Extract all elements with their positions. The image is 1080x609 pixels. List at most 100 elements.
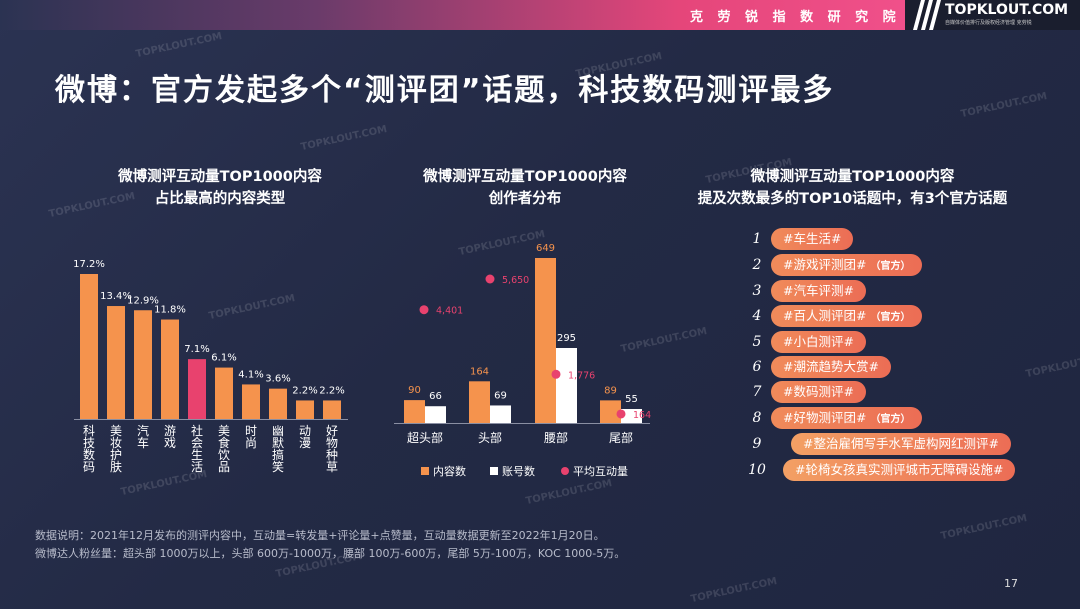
category-label: 护 bbox=[110, 448, 122, 462]
org-name: 克 劳 锐 指 数 研 究 院 bbox=[690, 10, 901, 25]
category-label: 时 bbox=[245, 424, 257, 438]
category-label: 车 bbox=[137, 435, 149, 450]
category-label: 种 bbox=[326, 448, 338, 462]
category-label: 美 bbox=[110, 424, 122, 438]
category-label: 好 bbox=[326, 424, 338, 438]
note-line2: 微博达人粉丝量：超头部 1000万以上，头部 600万-1000万，腰部 100… bbox=[35, 547, 626, 560]
topic-text: #轮椅女孩真实测评城市无障碍设施# bbox=[795, 462, 1004, 477]
topic-pill: #轮椅女孩真实测评城市无障碍设施# bbox=[783, 459, 1016, 481]
category-label: 汽 bbox=[137, 423, 149, 438]
bar-value-label: 4.1% bbox=[238, 369, 263, 380]
bar-value-label: 11.8% bbox=[154, 305, 186, 316]
bar-value-label: 3.6% bbox=[265, 374, 290, 385]
topic-text: #数码测评# bbox=[783, 384, 854, 399]
bar bbox=[215, 367, 233, 419]
topic-pill: #游戏评测团# （官方） bbox=[771, 254, 923, 276]
chart2-title-line2: 创作者分布 bbox=[488, 191, 562, 207]
bar-value-label: 6.1% bbox=[211, 353, 236, 364]
chart2-title: 微博测评互动量TOP1000内容 创作者分布 bbox=[395, 166, 655, 210]
topic-rank: 6 bbox=[752, 359, 762, 375]
topic-text: #小白测评# bbox=[783, 334, 854, 349]
topic-rank: 2 bbox=[752, 257, 762, 273]
logo-brand: 克劳锐 bbox=[1016, 20, 1032, 26]
category-label: 美 bbox=[218, 424, 230, 438]
category-label: 饮 bbox=[218, 448, 230, 462]
topic-rank: 5 bbox=[752, 334, 762, 350]
category-label: 科 bbox=[83, 424, 95, 438]
topic-rank: 4 bbox=[752, 308, 762, 324]
top-banner: 克 劳 锐 指 数 研 究 院 TOPKLOUT.COM 自媒体价值排行及版权经… bbox=[0, 0, 1080, 30]
page-title: 微博：官方发起多个“测评团”话题，科技数码测评最多 bbox=[55, 73, 835, 108]
chart1-title: 微博测评互动量TOP1000内容 占比最高的内容类型 bbox=[100, 166, 340, 210]
logo-stripes-icon bbox=[913, 0, 941, 30]
category-label: 草 bbox=[326, 460, 338, 474]
topic-rank: 10 bbox=[748, 462, 766, 478]
page-number: 17 bbox=[1004, 577, 1018, 590]
category-label: 妆 bbox=[110, 436, 122, 450]
topic-pill: #百人测评团# （官方） bbox=[771, 305, 923, 327]
topic-pill: #潮流趋势大赏# bbox=[771, 356, 891, 378]
topic-pill: #整治雇佣写手水军虚构网红测评# bbox=[791, 433, 1011, 455]
category-label: 搞 bbox=[272, 447, 284, 462]
topic-text: #游戏评测团# bbox=[783, 257, 867, 272]
bar-value-label: 12.9% bbox=[127, 295, 159, 306]
logo-tagline: 自媒体价值排行及版权经济管理 bbox=[945, 20, 1016, 26]
official-tag: （官方） bbox=[870, 414, 911, 425]
data-notes: 数据说明：2021年12月发布的测评内容中，互动量=转发量+评论量+点赞量，互动… bbox=[35, 527, 625, 563]
chart3-title: 微博测评互动量TOP1000内容 提及次数最多的TOP10话题中，有3个官方话题 bbox=[680, 166, 1025, 210]
logo-text: TOPKLOUT.COM bbox=[945, 2, 1069, 18]
topic-rank: 8 bbox=[752, 410, 762, 426]
bar bbox=[80, 274, 98, 419]
bar bbox=[161, 319, 179, 419]
category-label: 戏 bbox=[164, 436, 176, 450]
topic-text: #百人测评团# bbox=[783, 308, 867, 323]
topic-text: #好物测评团# bbox=[783, 410, 867, 425]
chart3-title-line2: 提及次数最多的TOP10话题中，有3个官方话题 bbox=[697, 191, 1008, 207]
topic-text: #汽车评测# bbox=[783, 283, 854, 298]
bar bbox=[296, 400, 314, 419]
category-label: 漫 bbox=[299, 436, 311, 450]
category-label: 物 bbox=[326, 436, 338, 450]
category-label: 数 bbox=[83, 447, 95, 462]
category-label: 幽 bbox=[272, 424, 284, 438]
topic-pill: #数码测评# bbox=[771, 381, 866, 403]
logo-subtext: 自媒体价值排行及版权经济管理 克劳锐 bbox=[945, 19, 1032, 26]
bar-value-label: 17.2% bbox=[73, 259, 105, 270]
topic-rank: 7 bbox=[752, 384, 762, 400]
topic-pill: #汽车评测# bbox=[771, 280, 866, 302]
category-label: 活 bbox=[191, 460, 203, 474]
category-label: 游 bbox=[164, 424, 176, 438]
category-label: 默 bbox=[272, 435, 284, 450]
chart1-title-line1: 微博测评互动量TOP1000内容 bbox=[118, 169, 322, 185]
chart2-title-line1: 微博测评互动量TOP1000内容 bbox=[423, 169, 627, 185]
topic-text: #整治雇佣写手水军虚构网红测评# bbox=[803, 436, 999, 451]
banner-gradient bbox=[0, 0, 905, 30]
topic-pill: #车生活# bbox=[771, 228, 854, 250]
topic-rank: 3 bbox=[752, 283, 762, 299]
category-label: 肤 bbox=[110, 459, 122, 474]
category-label: 会 bbox=[191, 436, 203, 450]
note-line1: 数据说明：2021年12月发布的测评内容中，互动量=转发量+评论量+点赞量，互动… bbox=[35, 529, 605, 542]
bar bbox=[269, 388, 287, 419]
bar-value-label: 13.4% bbox=[100, 291, 132, 302]
category-label: 动 bbox=[299, 424, 311, 438]
category-label: 生 bbox=[191, 448, 203, 462]
category-label: 笑 bbox=[272, 459, 284, 474]
bar bbox=[107, 306, 125, 419]
topic-rank: 9 bbox=[752, 436, 762, 452]
bar-value-label: 2.2% bbox=[319, 385, 344, 396]
category-label: 品 bbox=[218, 460, 230, 474]
chart3-title-line1: 微博测评互动量TOP1000内容 bbox=[750, 169, 955, 185]
topic-pill: #小白测评# bbox=[771, 331, 866, 353]
category-label: 技 bbox=[83, 436, 95, 450]
category-label: 社 bbox=[191, 423, 203, 438]
category-label: 尚 bbox=[245, 436, 257, 450]
chart1-title-line2: 占比最高的内容类型 bbox=[154, 191, 286, 207]
category-label: 码 bbox=[83, 460, 95, 474]
official-tag: （官方） bbox=[870, 312, 911, 323]
topic-pill: #好物测评团# （官方） bbox=[771, 407, 923, 429]
bar bbox=[323, 400, 341, 419]
bar-value-label: 7.1% bbox=[184, 344, 209, 355]
